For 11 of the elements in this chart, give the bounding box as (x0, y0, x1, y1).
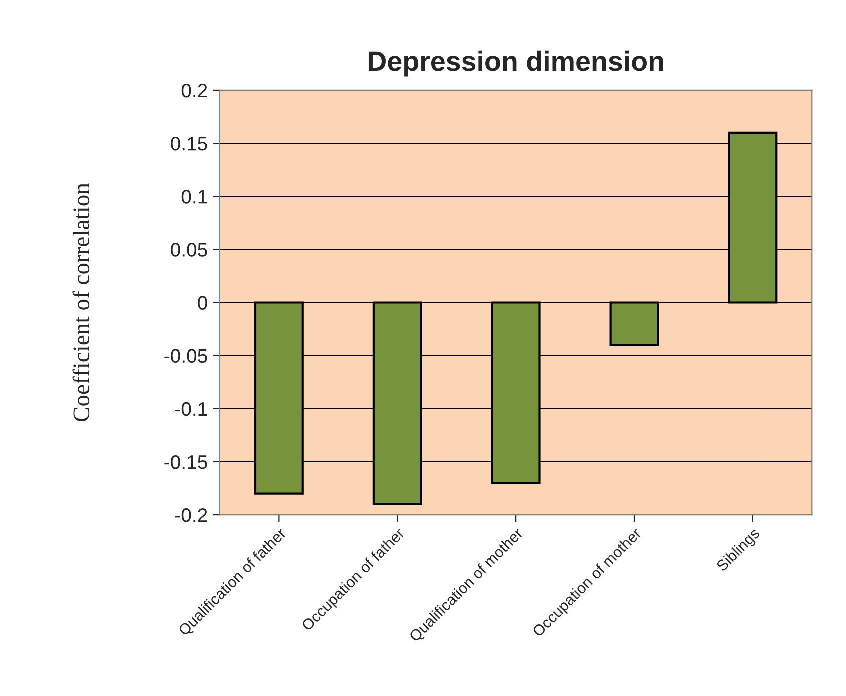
y-tick-label: 0.1 (182, 190, 208, 204)
y-tick-label: 0.15 (171, 137, 208, 151)
y-tick-label: -0.1 (176, 402, 208, 416)
y-tick-label: 0.2 (182, 84, 208, 98)
y-tick-label: -0.2 (176, 508, 208, 522)
y-tick-label: -0.15 (164, 455, 208, 470)
chart-title: Depression dimension (368, 50, 664, 77)
y-tick-label: -0.05 (164, 349, 208, 364)
y-tick-label: 0 (198, 296, 208, 310)
y-tick-label: 0.05 (171, 243, 208, 257)
y-axis-title: Coefficient of correlation (72, 183, 90, 422)
